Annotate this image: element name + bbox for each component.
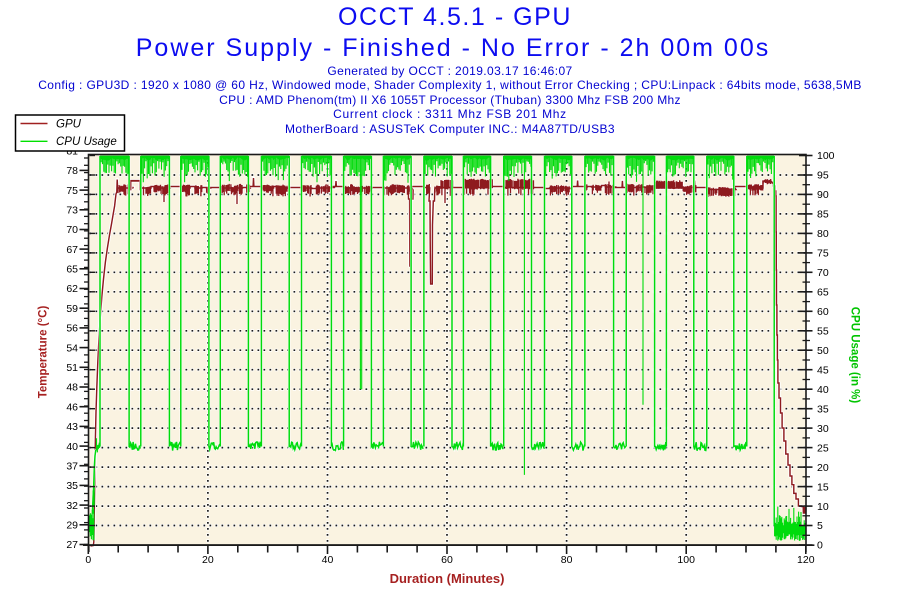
svg-text:CPU Usage (in %): CPU Usage (in %) (849, 307, 861, 404)
svg-text:60: 60 (817, 306, 829, 318)
svg-text:65: 65 (817, 287, 829, 299)
svg-text:75: 75 (66, 185, 78, 197)
svg-text:70: 70 (66, 224, 78, 236)
svg-text:35: 35 (66, 480, 78, 492)
svg-text:70: 70 (817, 267, 829, 279)
svg-text:75: 75 (817, 248, 829, 260)
svg-text:20: 20 (202, 554, 214, 566)
svg-text:65: 65 (66, 264, 78, 276)
svg-text:25: 25 (817, 442, 829, 454)
svg-text:80: 80 (561, 554, 573, 566)
svg-text:59: 59 (66, 303, 78, 315)
svg-text:55: 55 (817, 326, 829, 338)
svg-text:27: 27 (66, 539, 78, 551)
svg-text:60: 60 (441, 554, 453, 566)
svg-text:120: 120 (797, 554, 815, 566)
svg-text:35: 35 (817, 403, 829, 415)
svg-text:5: 5 (817, 520, 823, 532)
svg-text:51: 51 (66, 362, 78, 374)
svg-text:40: 40 (66, 441, 78, 453)
svg-text:29: 29 (66, 520, 78, 532)
svg-text:30: 30 (817, 423, 829, 435)
svg-text:54: 54 (66, 342, 78, 354)
svg-text:43: 43 (66, 421, 78, 433)
svg-text:78: 78 (66, 165, 78, 177)
svg-text:90: 90 (817, 189, 829, 201)
svg-text:100: 100 (817, 150, 835, 162)
svg-text:45: 45 (817, 364, 829, 376)
svg-text:48: 48 (66, 382, 78, 394)
svg-text:Duration (Minutes): Duration (Minutes) (390, 571, 505, 586)
svg-text:85: 85 (817, 209, 829, 221)
svg-text:15: 15 (817, 481, 829, 493)
svg-text:CPU Usage: CPU Usage (56, 136, 117, 148)
svg-text:95: 95 (817, 170, 829, 182)
svg-text:37: 37 (66, 460, 78, 472)
svg-text:0: 0 (817, 540, 823, 552)
svg-text:67: 67 (66, 244, 78, 256)
svg-text:46: 46 (66, 401, 78, 413)
svg-text:40: 40 (322, 554, 334, 566)
svg-text:100: 100 (677, 554, 695, 566)
svg-text:73: 73 (66, 205, 78, 217)
svg-text:Temperature (°C): Temperature (°C) (38, 306, 50, 399)
svg-text:10: 10 (817, 501, 829, 513)
svg-text:50: 50 (817, 345, 829, 357)
svg-text:62: 62 (66, 283, 78, 295)
svg-text:40: 40 (817, 384, 829, 396)
svg-text:80: 80 (817, 228, 829, 240)
svg-text:20: 20 (817, 462, 829, 474)
svg-text:0: 0 (85, 554, 91, 566)
svg-text:56: 56 (66, 323, 78, 335)
svg-text:32: 32 (66, 500, 78, 512)
svg-text:GPU: GPU (56, 118, 82, 130)
